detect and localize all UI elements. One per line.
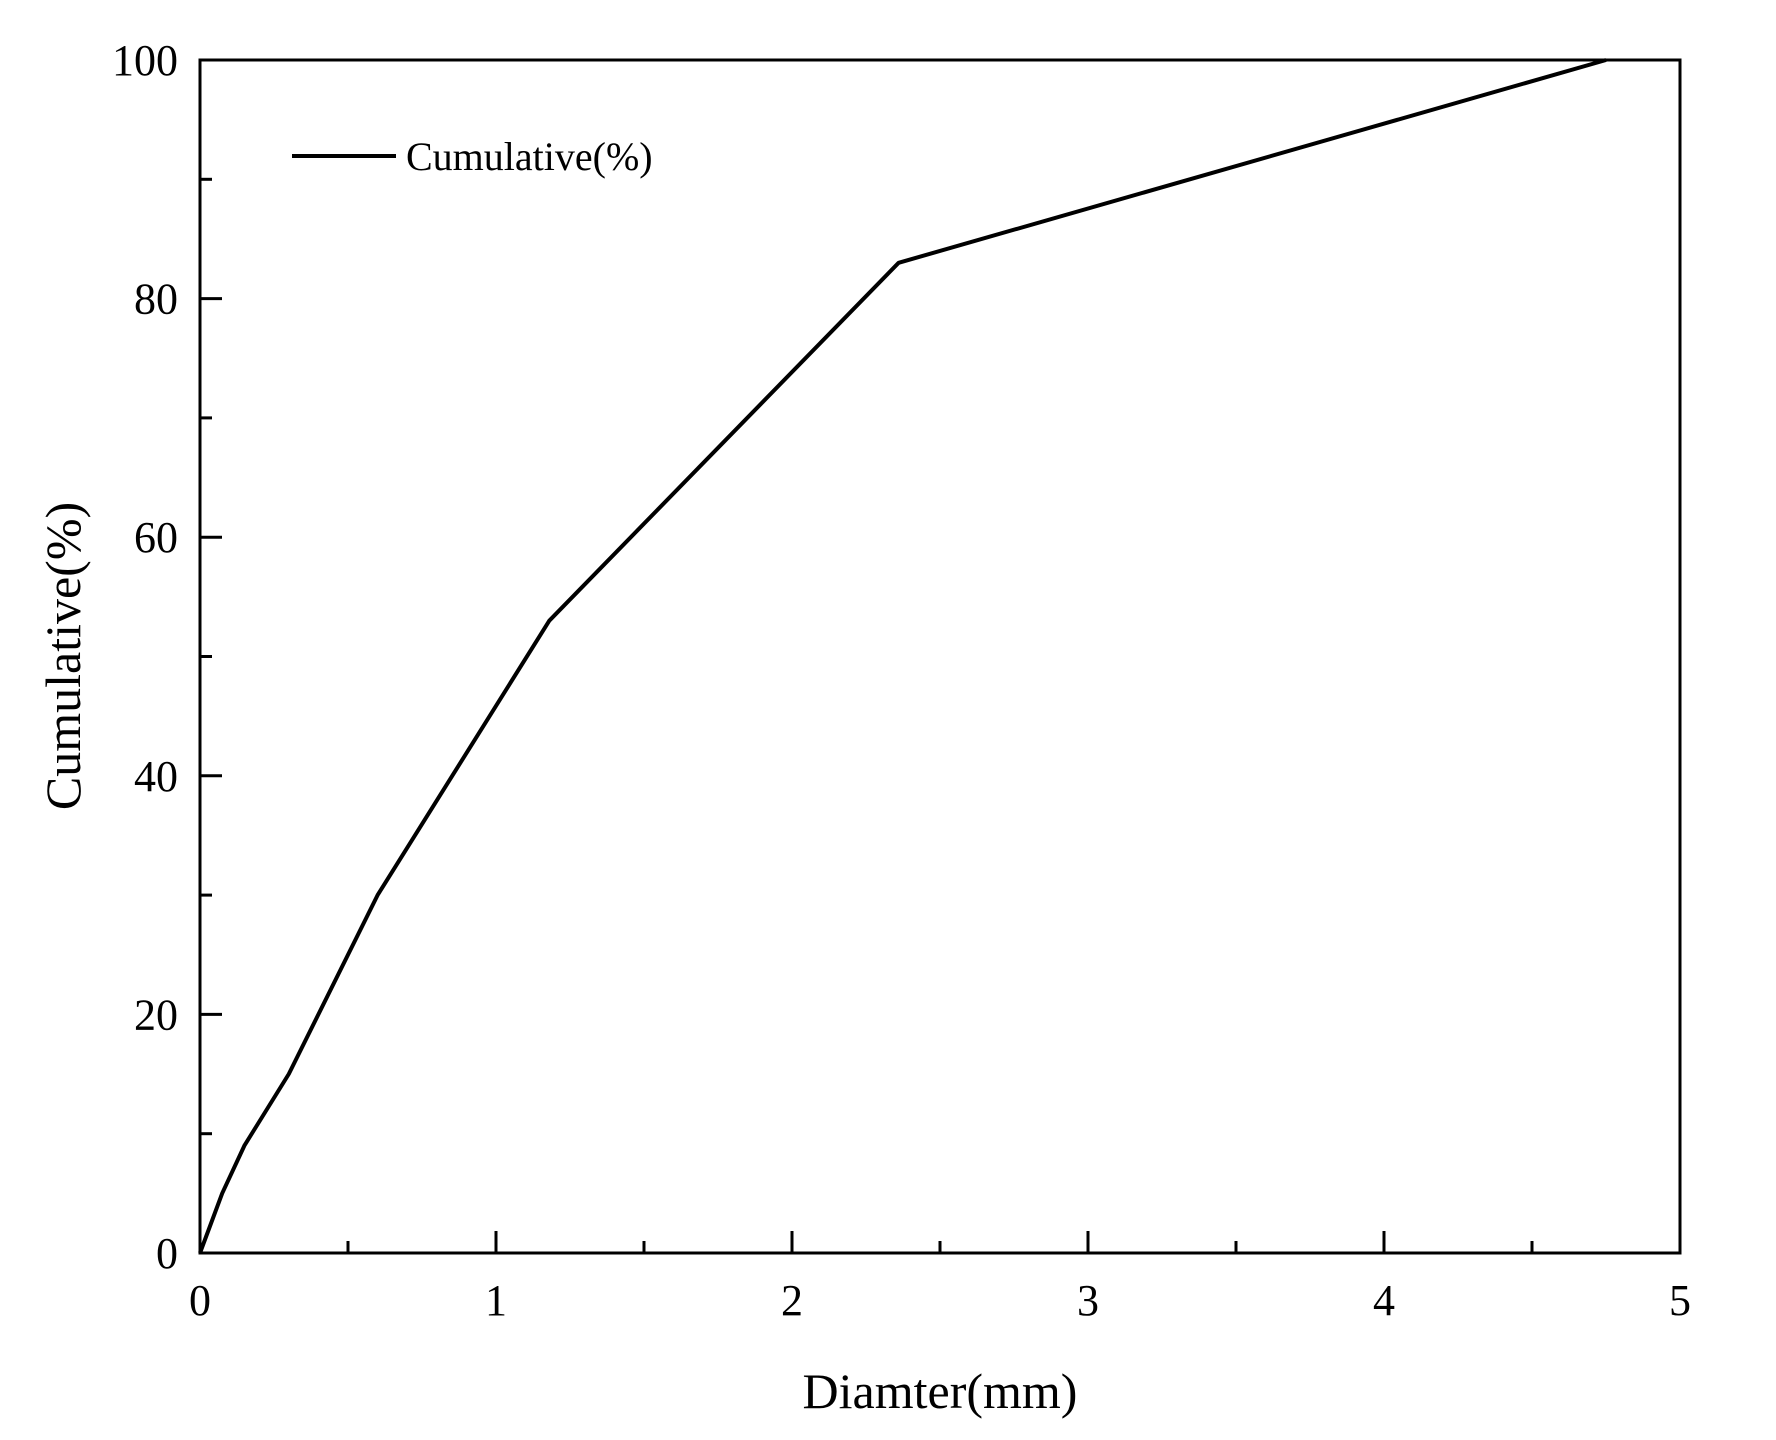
x-tick-label: 0 xyxy=(189,1276,211,1325)
plot-frame xyxy=(198,58,1682,1255)
x-axis: 0 1 2 3 4 5 xyxy=(189,1231,1691,1325)
x-tick-label: 3 xyxy=(1077,1276,1099,1325)
y-tick-label: 20 xyxy=(134,990,178,1039)
y-tick-label: 100 xyxy=(112,36,178,85)
y-axis: 0 20 40 60 80 100 xyxy=(112,36,222,1278)
legend: Cumulative(%) xyxy=(292,134,653,179)
legend-label: Cumulative(%) xyxy=(406,134,653,179)
y-tick-label: 80 xyxy=(134,275,178,324)
y-tick-label: 60 xyxy=(134,513,178,562)
series-layer xyxy=(198,58,1607,1254)
y-tick-label: 40 xyxy=(134,752,178,801)
y-tick-label: 0 xyxy=(156,1229,178,1278)
x-tick-label: 4 xyxy=(1373,1276,1395,1325)
x-tick-label: 1 xyxy=(485,1276,507,1325)
x-tick-label: 2 xyxy=(781,1276,803,1325)
series-line xyxy=(198,58,1607,1254)
x-axis-title: Diamter(mm) xyxy=(803,1363,1078,1419)
x-tick-label: 5 xyxy=(1669,1276,1691,1325)
y-axis-title: Cumulative(%) xyxy=(35,502,91,810)
